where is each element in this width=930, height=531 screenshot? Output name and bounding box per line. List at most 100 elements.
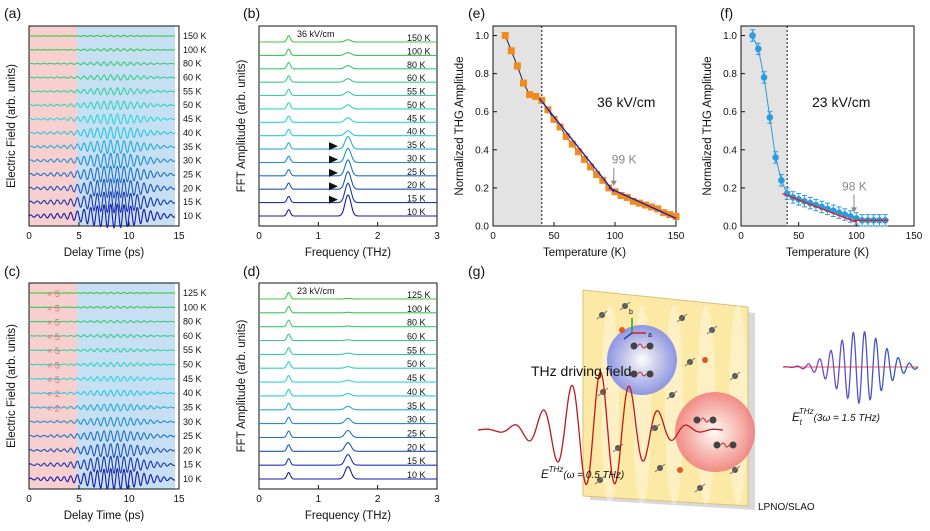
trace-35k bbox=[28, 403, 176, 412]
spectrum-20k bbox=[259, 170, 437, 190]
trace-label: 15 K bbox=[183, 197, 202, 207]
transition-arrow-head bbox=[610, 180, 617, 186]
panel-label: (d) bbox=[243, 263, 260, 279]
trace-label: 40 K bbox=[183, 388, 202, 398]
y-tick-label: 0.2 bbox=[475, 183, 489, 194]
x-tick-label: 100 bbox=[607, 231, 624, 242]
spin-arrow bbox=[706, 325, 718, 335]
plot-frame bbox=[740, 25, 915, 227]
paired-electron bbox=[646, 342, 654, 350]
panel-label: (f) bbox=[720, 5, 733, 21]
x-tick-label: 3 bbox=[434, 231, 440, 242]
y-axis-label: Electric Field (arb. units) bbox=[6, 324, 18, 448]
field-annotation: 36 kV/cm bbox=[597, 94, 655, 110]
spectrum-55k bbox=[259, 347, 437, 355]
trace-30k bbox=[28, 416, 176, 427]
spectrum-80k bbox=[259, 61, 437, 70]
panel-g-schematic: (g) b a LPNO/SLAO THz driving field ETHz(ω = … bbox=[468, 263, 919, 513]
y-tick-label: 1.0 bbox=[475, 31, 489, 42]
spin-arrow bbox=[596, 310, 608, 320]
spectrum-125k bbox=[259, 291, 437, 300]
data-point bbox=[513, 62, 521, 70]
data-point bbox=[599, 176, 607, 184]
axis-c-arrow bbox=[623, 332, 633, 340]
y-axis-label: Normalized THG Amplitude bbox=[702, 56, 714, 195]
trace-label: 100 K bbox=[407, 304, 431, 314]
data-point bbox=[611, 188, 619, 196]
spectrum-50k bbox=[259, 102, 437, 110]
x-axis-label: Temperature (K) bbox=[786, 247, 869, 259]
trace-label: 100 K bbox=[407, 46, 431, 56]
x-tick-label: 2 bbox=[375, 494, 381, 505]
x-tick-label: 0 bbox=[256, 231, 262, 242]
trace-label: 55 K bbox=[407, 87, 426, 97]
spectrum-15k bbox=[259, 182, 437, 204]
peak-arrow bbox=[329, 142, 338, 151]
trace-label: 15 K bbox=[407, 194, 426, 204]
trace-25k bbox=[28, 430, 176, 443]
spectrum-40k bbox=[259, 388, 437, 397]
data-point bbox=[629, 197, 637, 205]
spin-arrow bbox=[729, 465, 741, 475]
trace-label: 60 K bbox=[407, 332, 426, 342]
scale-label: × 5 bbox=[47, 303, 60, 313]
scale-label: × 5 bbox=[47, 332, 60, 342]
spectrum-55k bbox=[259, 88, 437, 97]
trace-20k bbox=[28, 178, 176, 199]
y-tick-label: 0.8 bbox=[475, 69, 489, 80]
trace-label: 150 K bbox=[183, 31, 207, 41]
spectrum-100k bbox=[259, 48, 437, 56]
x-tick-label: 0 bbox=[738, 231, 744, 242]
trace-80k bbox=[29, 319, 176, 324]
x-tick-label: 0 bbox=[490, 231, 496, 242]
trace-40k bbox=[28, 389, 176, 397]
trace-label: 35 K bbox=[407, 401, 426, 411]
trace-label: 15 K bbox=[183, 460, 202, 470]
trace-45k bbox=[28, 113, 176, 125]
trace-label: 60 K bbox=[183, 73, 202, 83]
spin-arrow bbox=[694, 483, 706, 493]
x-tick-label: 0 bbox=[26, 494, 32, 505]
trace-label: 45 K bbox=[183, 114, 202, 124]
trace-55k bbox=[29, 347, 175, 353]
data-point bbox=[841, 211, 849, 218]
trace-55k bbox=[28, 87, 175, 96]
peak-arrow bbox=[329, 182, 338, 191]
field-annotation: 36 kV/cm bbox=[297, 29, 335, 39]
y-tick-label: 0.2 bbox=[723, 183, 737, 194]
light-streak bbox=[665, 305, 683, 505]
paired-electron bbox=[709, 416, 717, 424]
peak-arrow bbox=[329, 195, 338, 204]
impurity bbox=[702, 357, 708, 363]
y-tick-label: 0.6 bbox=[475, 107, 489, 118]
trace-label: 55 K bbox=[407, 345, 426, 355]
y-axis-label: FFT Amplitude (arb. units) bbox=[236, 319, 248, 452]
trace-10k bbox=[28, 202, 176, 229]
scale-label: × 5 bbox=[47, 318, 60, 328]
trace-label: 10 K bbox=[183, 211, 202, 221]
y-tick-label: 0.8 bbox=[723, 69, 737, 80]
spectrum-35k bbox=[259, 136, 437, 150]
x-tick-label: 0 bbox=[256, 494, 262, 505]
trace-50k bbox=[29, 361, 176, 368]
data-point bbox=[520, 79, 527, 87]
data-point bbox=[568, 140, 576, 148]
spin-arrow bbox=[729, 371, 741, 381]
spectrum-30k bbox=[259, 147, 437, 164]
trace-label: 80 K bbox=[407, 60, 426, 70]
data-point bbox=[847, 213, 854, 220]
trace-label: 80 K bbox=[183, 59, 202, 69]
trace-label: 25 K bbox=[407, 428, 426, 438]
cooper-pair-cloud-red bbox=[675, 392, 755, 472]
y-tick-label: 1.0 bbox=[723, 31, 737, 42]
shaded-region bbox=[741, 26, 788, 226]
y-tick-label: 0.4 bbox=[723, 145, 737, 156]
spin-arrow bbox=[619, 301, 631, 311]
trace-label: 55 K bbox=[183, 86, 202, 96]
x-tick-label: 0 bbox=[26, 231, 32, 242]
shaded-region bbox=[29, 283, 77, 489]
scale-label: × 5 bbox=[47, 346, 60, 356]
x-tick-label: 1 bbox=[316, 231, 322, 242]
trace-label: 10 K bbox=[407, 470, 426, 480]
scale-label: × 5 bbox=[47, 361, 60, 371]
